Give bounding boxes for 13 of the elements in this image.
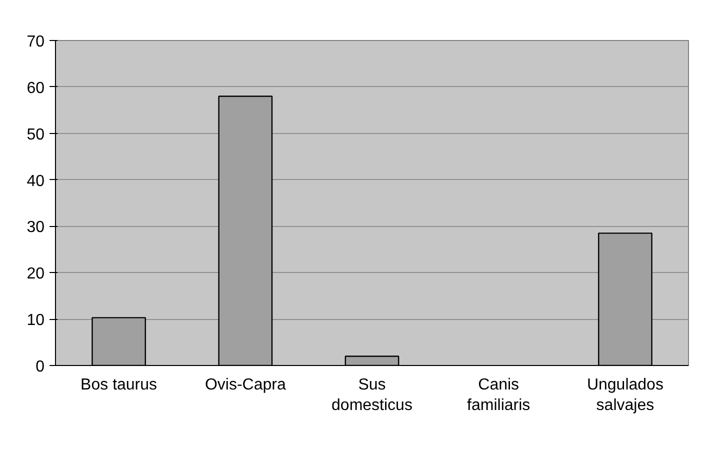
x-tick-label: Ovis-Capra bbox=[204, 376, 286, 394]
x-tick-label: Bos taurus bbox=[80, 376, 158, 394]
y-tick-label: 10 bbox=[26, 312, 45, 330]
y-tick-label: 70 bbox=[26, 34, 45, 50]
x-tick-label: Canis familiaris bbox=[467, 376, 530, 414]
y-tick-label: 30 bbox=[26, 219, 45, 236]
y-tick-label: 40 bbox=[26, 172, 45, 190]
y-tick-label: 20 bbox=[26, 266, 45, 283]
y-tick-label: 50 bbox=[26, 126, 45, 144]
x-tick-label: Ungulados salvajes bbox=[586, 376, 664, 414]
x-tick-label: Sus domesticus bbox=[332, 376, 412, 414]
y-tick-label: 0 bbox=[36, 358, 45, 376]
y-tick-label: 60 bbox=[26, 80, 45, 97]
